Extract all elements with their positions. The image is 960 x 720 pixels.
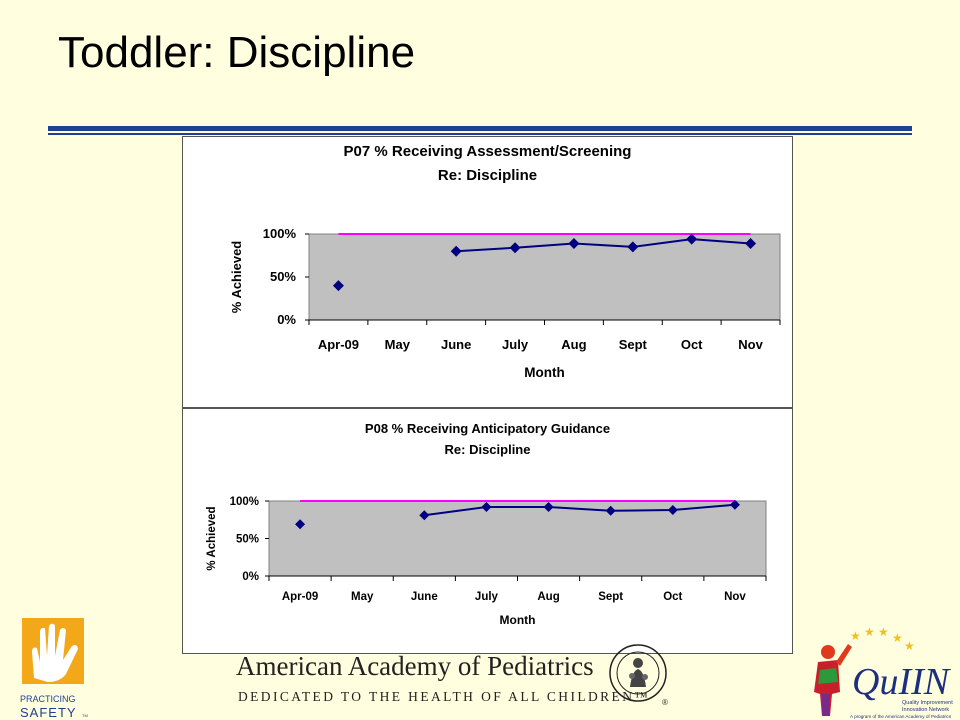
registered-mark: ® (662, 698, 668, 707)
x-tick-label: Aug (537, 591, 559, 603)
data-point (543, 502, 554, 512)
data-point (686, 233, 698, 245)
data-point (729, 499, 740, 510)
plot-area (268, 500, 767, 577)
chart-panel-p07: P07 % Receiving Assessment/Screening Re: … (182, 136, 793, 408)
logo-line1: PRACTICING (20, 694, 76, 704)
slide-title: Toddler: Discipline (58, 28, 416, 77)
y-axis-label: % Achieved (229, 241, 244, 314)
data-point (667, 505, 678, 515)
x-tick-label: Oct (663, 591, 682, 603)
star-icon: ★ (904, 639, 915, 653)
x-tick-label: Apr-09 (282, 591, 318, 603)
quiin-logo: ★ ★ ★ ★ ★ QuIIN Quality Improvement Inno… (810, 622, 956, 720)
star-icon: ★ (878, 625, 889, 639)
y-tick-label: 0% (242, 571, 259, 583)
logo-tm: TM (82, 713, 88, 718)
x-tick-label: Aug (561, 337, 586, 352)
aap-name: American Academy of Pediatrics (236, 651, 594, 681)
data-point (627, 241, 639, 253)
data-point (605, 505, 616, 516)
aap-seal-icon: ® (608, 643, 672, 707)
data-point (450, 245, 462, 257)
x-tick-label: July (475, 591, 499, 603)
y-tick-label: 50% (236, 534, 259, 546)
x-tick-label: Oct (681, 337, 703, 352)
x-tick-label: Apr-09 (318, 337, 359, 352)
x-axis-label: Month (524, 365, 564, 380)
practicing-safety-logo: PRACTICING SAFETY TM (20, 616, 92, 720)
title-divider-thin (48, 133, 912, 135)
x-tick-label: Sept (619, 337, 648, 352)
series-line-achieved (424, 503, 736, 517)
data-point (332, 280, 344, 292)
chart-p08: P08 % Receiving Anticipatory Guidance Re:… (206, 421, 767, 627)
chart-subtitle: Re: Discipline (438, 167, 537, 184)
x-tick-label: Nov (738, 337, 763, 352)
data-point (419, 510, 430, 521)
y-tick-label: 100% (230, 496, 259, 508)
x-axis-label: Month (500, 613, 536, 627)
x-tick-label: May (351, 591, 374, 603)
y-tick-label: 0% (277, 312, 296, 327)
quiin-line1: Quality Improvement (902, 700, 953, 706)
chart-panel-p08: P08 % Receiving Anticipatory Guidance Re:… (182, 408, 793, 654)
data-point (568, 237, 580, 249)
quiin-line3: A program of the American Academy of Ped… (850, 714, 952, 719)
data-point (509, 242, 521, 254)
star-icon: ★ (892, 631, 903, 645)
data-point (745, 237, 757, 249)
figure-icon (814, 644, 852, 716)
y-axis-label: % Achieved (206, 506, 218, 570)
y-tick-label: 50% (270, 269, 296, 284)
chart-title: P08 % Receiving Anticipatory Guidance (365, 421, 610, 436)
hand-icon (32, 623, 78, 682)
x-tick-label: June (441, 337, 471, 352)
chart-p07: P07 % Receiving Assessment/Screening Re: … (229, 143, 781, 380)
chart-subtitle: Re: Discipline (445, 442, 531, 457)
data-point (481, 502, 492, 512)
x-tick-label: June (411, 591, 438, 603)
y-tick-label: 100% (263, 226, 297, 241)
aap-tagline: DEDICATED TO THE HEALTH OF ALL CHILDREN™ (238, 689, 650, 704)
x-tick-label: July (502, 337, 529, 352)
x-tick-label: May (385, 337, 411, 352)
quiin-wordmark: QuIIN (852, 661, 952, 703)
chart-title: P07 % Receiving Assessment/Screening (344, 143, 632, 160)
title-divider-thick (48, 126, 912, 131)
data-point (295, 519, 306, 530)
logo-line2: SAFETY (20, 705, 77, 720)
plot-area (308, 233, 781, 321)
x-tick-label: Sept (598, 591, 623, 603)
series-line-achieved (456, 238, 751, 253)
star-icon: ★ (864, 625, 875, 639)
quiin-line2: Innovation Network (902, 707, 949, 713)
x-tick-label: Nov (724, 591, 746, 603)
star-icon: ★ (850, 629, 861, 643)
